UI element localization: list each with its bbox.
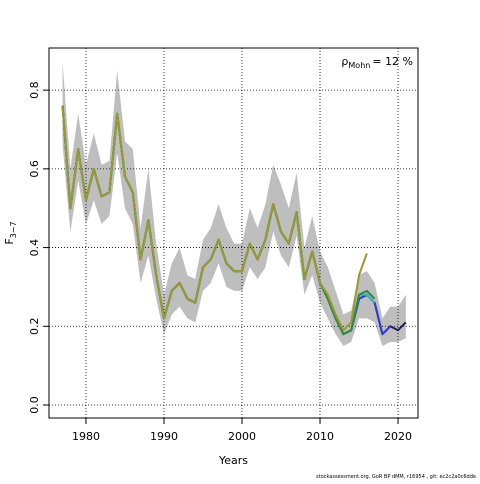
mohn-rho-text: = 12 % <box>372 55 413 68</box>
mohn-rho-symbol: ρ <box>341 55 348 68</box>
y-tick-label: 0.2 <box>28 318 41 336</box>
y-axis-label: F3−7 <box>3 221 18 244</box>
y-tick-label: 0.0 <box>28 396 41 414</box>
footer: stockassessment.org, GoR BP dMM, r16954 … <box>316 474 476 480</box>
x-tick-label: 2010 <box>306 430 334 443</box>
series-line <box>61 105 368 332</box>
mohn-rho: ρMohn = 12 % <box>341 55 413 70</box>
x-axis-label: Years <box>218 454 248 467</box>
y-axis-label-main: F <box>3 238 16 244</box>
x-tick-label: 2020 <box>384 430 412 443</box>
y-tick-label: 0.6 <box>28 160 41 178</box>
x-tick-label: 1980 <box>72 430 100 443</box>
plot-frame <box>48 47 419 419</box>
y-axis-label-sub: 3−7 <box>9 221 18 238</box>
confidence-band <box>62 62 406 346</box>
x-tick-label: 2000 <box>228 430 256 443</box>
y-tick-label: 0.4 <box>28 239 41 257</box>
x-tick-label: 1990 <box>150 430 178 443</box>
mohn-rho-sub: Mohn <box>348 61 370 70</box>
y-tick-label: 0.8 <box>28 81 41 99</box>
